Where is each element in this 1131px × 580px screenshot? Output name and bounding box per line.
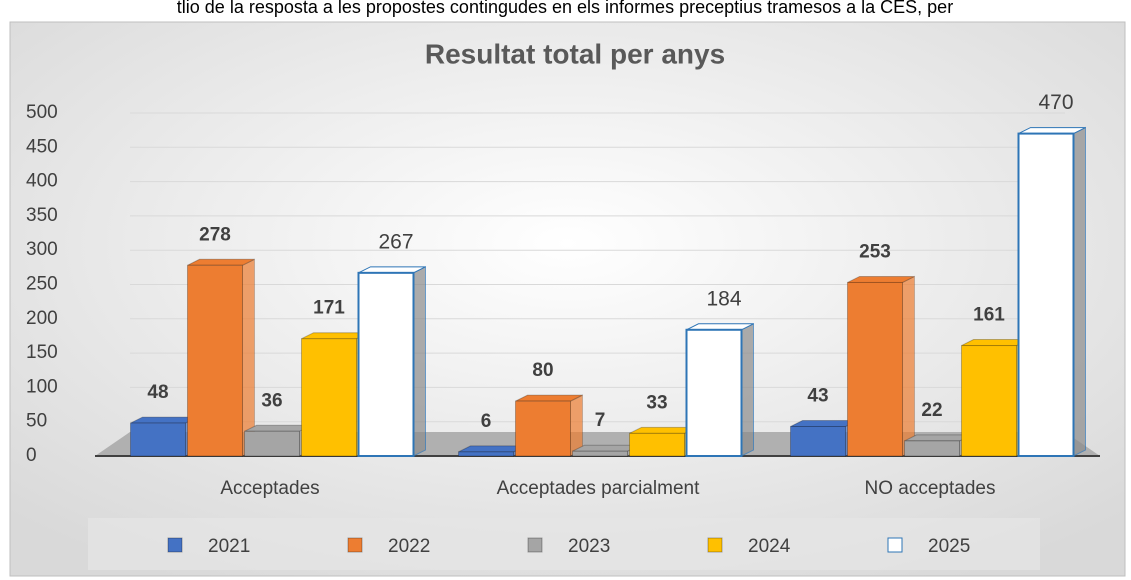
bar	[187, 264, 243, 457]
y-tick-label: 400	[26, 171, 58, 192]
bar	[357, 271, 415, 458]
bar	[458, 451, 514, 457]
legend-label: 2025	[928, 536, 970, 557]
bar	[847, 281, 903, 457]
legend-swatch	[347, 537, 363, 553]
legend-swatch	[167, 537, 183, 553]
data-label: 278	[199, 224, 231, 245]
chart-title: Resultat total per anys	[425, 38, 725, 69]
bar	[790, 426, 846, 457]
legend-swatch	[707, 537, 723, 553]
bar-top	[187, 258, 255, 266]
bar	[572, 450, 628, 457]
data-label: 470	[1038, 91, 1073, 114]
bar-top	[847, 275, 915, 283]
x-tick-label: Acceptades parcialment	[497, 478, 700, 499]
legend-swatch	[527, 537, 543, 553]
bar	[301, 338, 357, 457]
data-label: 253	[859, 241, 891, 262]
y-tick-label: 200	[26, 308, 58, 329]
y-tick-label: 0	[26, 445, 37, 466]
y-tick-label: 250	[26, 274, 58, 295]
data-label: 7	[595, 410, 606, 431]
y-tick-label: 50	[26, 411, 47, 432]
bar-side	[1073, 126, 1086, 457]
bar	[130, 422, 186, 457]
legend-swatch	[887, 537, 903, 553]
legend-label: 2022	[388, 536, 430, 557]
legend-label: 2024	[748, 536, 791, 557]
bar-side	[741, 322, 754, 457]
bar	[515, 400, 571, 457]
y-tick-label: 150	[26, 342, 58, 363]
caption: tlio de la resposta a les propostes cont…	[177, 0, 953, 17]
data-label: 43	[807, 386, 828, 407]
y-tick-label: 300	[26, 239, 58, 260]
bar	[1017, 132, 1075, 458]
bar-side	[902, 275, 915, 457]
bar	[685, 328, 743, 457]
data-label: 184	[706, 287, 741, 310]
bar-side	[413, 266, 426, 457]
legend-box	[88, 518, 1040, 570]
data-label: 171	[313, 298, 345, 319]
data-label: 22	[921, 400, 942, 421]
y-tick-label: 350	[26, 205, 58, 226]
y-tick-label: 450	[26, 136, 58, 157]
y-tick-label: 100	[26, 376, 58, 397]
bar	[629, 432, 685, 457]
x-tick-label: NO acceptades	[865, 478, 996, 499]
bar	[904, 440, 960, 457]
data-label: 36	[261, 390, 282, 411]
data-label: 6	[481, 411, 492, 432]
bar-side	[242, 258, 255, 457]
data-label: 80	[532, 360, 553, 381]
x-tick-label: Acceptades	[220, 478, 319, 499]
bar	[244, 430, 300, 457]
data-label: 33	[646, 392, 667, 413]
data-label: 267	[378, 230, 413, 253]
bar-top	[515, 394, 583, 402]
legend-label: 2021	[208, 536, 250, 557]
legend-label: 2023	[568, 536, 610, 557]
bar	[961, 345, 1017, 457]
data-label: 48	[147, 382, 168, 403]
data-label: 161	[973, 305, 1005, 326]
y-tick-label: 500	[26, 102, 58, 123]
